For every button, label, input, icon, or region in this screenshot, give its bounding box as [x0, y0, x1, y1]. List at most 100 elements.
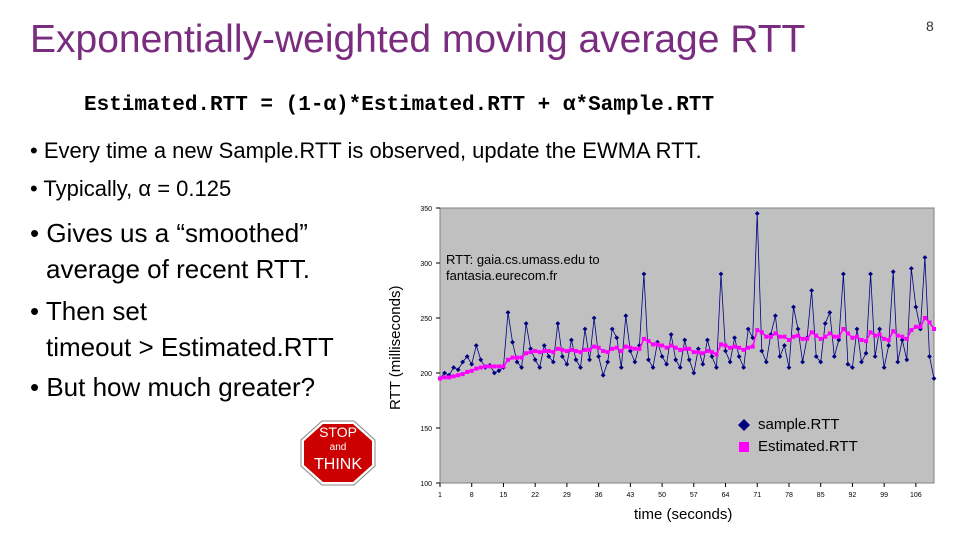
estimated-rtt-point — [728, 345, 733, 350]
y-tick-label: 150 — [420, 426, 432, 433]
estimated-rtt-point — [524, 351, 529, 356]
estimated-rtt-point — [927, 320, 932, 325]
sample-rtt-point — [750, 335, 756, 341]
sample-rtt-point — [537, 365, 543, 370]
estimated-rtt-point — [628, 345, 633, 350]
sample-rtt-point — [600, 372, 606, 378]
estimated-rtt-point — [714, 352, 719, 357]
stop-sign-line2: and — [329, 442, 347, 453]
estimated-rtt-point — [465, 369, 470, 374]
estimated-rtt-point — [886, 338, 891, 342]
x-tick-label: 50 — [658, 492, 666, 499]
estimated-rtt-point — [773, 331, 778, 336]
estimated-rtt-point — [814, 333, 819, 338]
sample-rtt-point — [800, 359, 805, 365]
x-tick-label: 92 — [849, 492, 857, 499]
estimated-rtt-point — [791, 334, 796, 339]
sample-rtt-point — [836, 337, 842, 343]
estimated-rtt-point — [678, 347, 683, 352]
estimated-rtt-point — [895, 333, 900, 338]
estimated-rtt-point — [759, 330, 764, 335]
sample-rtt-point — [632, 359, 638, 365]
annotation-line1: RTT: gaia.cs.umass.edu to — [446, 252, 600, 267]
bullet-update: • Every time a new Sample.RTT is observe… — [30, 138, 702, 163]
estimated-rtt-point — [646, 339, 651, 344]
estimated-rtt-point — [854, 334, 859, 339]
estimated-rtt-point — [732, 344, 737, 349]
sample-rtt-point — [455, 367, 461, 373]
estimated-rtt-point — [696, 350, 701, 355]
sample-rtt-point — [460, 359, 466, 365]
estimated-rtt-point — [750, 344, 755, 349]
sample-rtt-point — [618, 365, 624, 370]
estimated-rtt-point — [660, 343, 665, 348]
sample-rtt-point — [451, 365, 456, 370]
estimated-rtt-point — [868, 330, 873, 335]
sample-rtt-point — [596, 354, 602, 359]
x-tick-label: 85 — [817, 492, 825, 499]
sample-rtt-point — [532, 357, 538, 363]
estimated-rtt-point — [687, 346, 692, 351]
estimated-rtt-point — [619, 349, 624, 353]
sample-rtt-point — [646, 357, 651, 363]
estimated-rtt-point — [932, 327, 936, 331]
sample-rtt-point — [709, 354, 715, 359]
estimated-rtt-point — [474, 366, 479, 371]
x-tick-label: 106 — [910, 492, 922, 499]
sample-rtt-point — [718, 271, 724, 277]
chart-legend: sample.RTT Estimated.RTT — [738, 414, 858, 458]
sample-rtt-point — [704, 337, 710, 343]
estimated-rtt-point — [483, 364, 488, 369]
estimated-rtt-point — [564, 349, 569, 353]
sample-rtt-point — [850, 365, 855, 370]
sample-rtt-point — [831, 354, 837, 359]
sample-rtt-point — [859, 359, 864, 365]
sample-rtt-point — [772, 313, 778, 319]
y-tick-label: 200 — [420, 371, 432, 378]
estimated-rtt-point — [442, 375, 447, 380]
rtt-chart: 350 300 250 200 150 100 1 8 15 22 29 36 43 50 57 64 71 78… — [420, 206, 937, 499]
sample-rtt-point — [863, 350, 869, 356]
x-tick-label: 15 — [500, 492, 508, 499]
estimated-rtt-point — [528, 350, 533, 355]
annotation-line2: fantasia.eurecom.fr — [446, 268, 558, 283]
estimated-rtt-point — [913, 324, 918, 329]
estimated-rtt-point — [904, 336, 909, 341]
estimated-rtt-point — [601, 349, 606, 353]
estimated-rtt-point — [438, 376, 442, 381]
sample-rtt-point — [659, 354, 665, 359]
estimated-rtt-point — [796, 333, 801, 338]
estimated-rtt-point — [723, 343, 728, 348]
sample-rtt-point — [664, 361, 670, 367]
legend-label-sample: sample.RTT — [758, 416, 840, 433]
sample-rtt-point — [673, 357, 679, 363]
sample-rtt-point — [514, 359, 520, 365]
x-tick-label: 43 — [626, 492, 634, 499]
legend-item-estimated: Estimated.RTT — [738, 436, 858, 458]
sample-rtt-point — [528, 346, 534, 352]
estimated-rtt-point — [573, 349, 578, 353]
sample-rtt-point — [650, 365, 656, 370]
x-tick-label: 57 — [690, 492, 698, 499]
sample-rtt-point — [763, 359, 769, 365]
estimated-rtt-point — [850, 335, 855, 340]
estimated-rtt-point — [542, 349, 547, 353]
sample-rtt-point — [754, 211, 760, 216]
estimated-rtt-point — [864, 339, 869, 344]
sample-rtt-point — [809, 288, 815, 293]
bullet-timeout: • Then set — [30, 296, 148, 326]
stop-sign: STOP and THINK — [300, 420, 376, 486]
page-title: Exponentially-weighted moving average RT… — [30, 18, 806, 61]
stop-octagon-icon — [300, 420, 376, 486]
estimated-rtt-point — [832, 334, 837, 339]
estimated-rtt-point — [583, 347, 588, 352]
estimated-rtt-point — [818, 336, 823, 341]
x-tick-label: 1 — [438, 492, 442, 499]
estimated-rtt-point — [519, 355, 524, 360]
estimated-rtt-point — [501, 364, 506, 369]
sample-rtt-point — [582, 326, 588, 332]
bullet-smoothed: • Gives us a “smoothed” — [30, 218, 308, 248]
estimated-rtt-point — [827, 331, 832, 336]
estimated-rtt-point — [705, 349, 710, 353]
sample-rtt-point — [732, 335, 737, 341]
